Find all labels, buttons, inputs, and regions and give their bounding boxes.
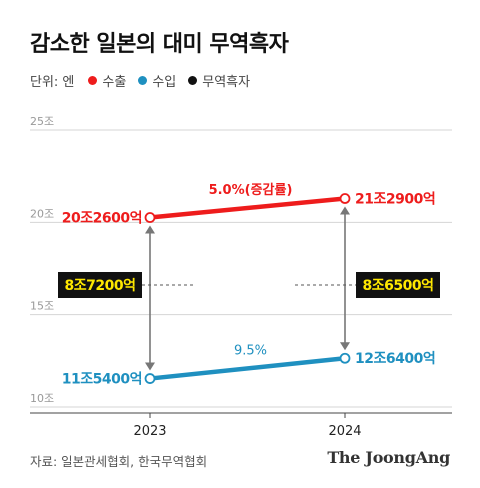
data-point [339,193,351,204]
surplus-badge-label: 8조7200억 [65,278,136,294]
data-label: 21조2900억 [355,192,435,208]
surplus-badge [356,272,440,298]
legend-dot-surplus [188,76,198,85]
surplus-arrowhead-up [340,206,350,215]
data-label: 12조6400억 [355,351,435,367]
legend-item-export: 수출 [88,71,126,90]
legend-item-import: 수입 [138,71,176,90]
data-point [339,352,351,364]
series-line-import [149,356,346,381]
legend-item-surplus: 무역흑자 [188,71,250,90]
surplus-badge-label: 8조6500억 [363,278,434,294]
data-label: 20조2600억 [62,211,142,227]
unit-label: 단위: 엔 [30,75,75,90]
legend-label-surplus: 무역흑자 [202,75,251,90]
x-tick-label: 2023 [133,424,166,439]
growth-label: 5.0%(증감률) [209,183,293,198]
y-tick-label: 15조 [30,300,54,313]
y-tick-label: 10조 [30,392,54,405]
chart-title: 감소한 일본의 대미 무역흑자 [30,32,289,57]
data-point [144,373,156,384]
growth-label: 9.5% [234,343,267,358]
y-tick-label: 25조 [30,115,54,128]
legend-label-import: 수입 [152,75,177,90]
surplus-arrowhead-down [340,342,350,351]
legend-label-export: 수출 [102,75,127,90]
surplus-arrowhead-down [145,362,155,371]
surplus-badge [58,272,142,298]
legend-dot-export [88,76,98,85]
data-point [144,212,156,223]
data-label: 11조5400억 [62,372,142,388]
x-tick-label: 2024 [328,424,361,439]
brand-logo: The JoongAng [327,448,450,467]
legend-dot-import [138,76,148,85]
surplus-arrowhead-up [145,225,155,234]
y-tick-label: 20조 [30,207,54,220]
source-note: 자료: 일본관세협회, 한국무역협회 [30,454,208,469]
legend: 단위: 엔 수출 수입 무역흑자 [30,71,262,90]
series-line-export [149,196,346,220]
